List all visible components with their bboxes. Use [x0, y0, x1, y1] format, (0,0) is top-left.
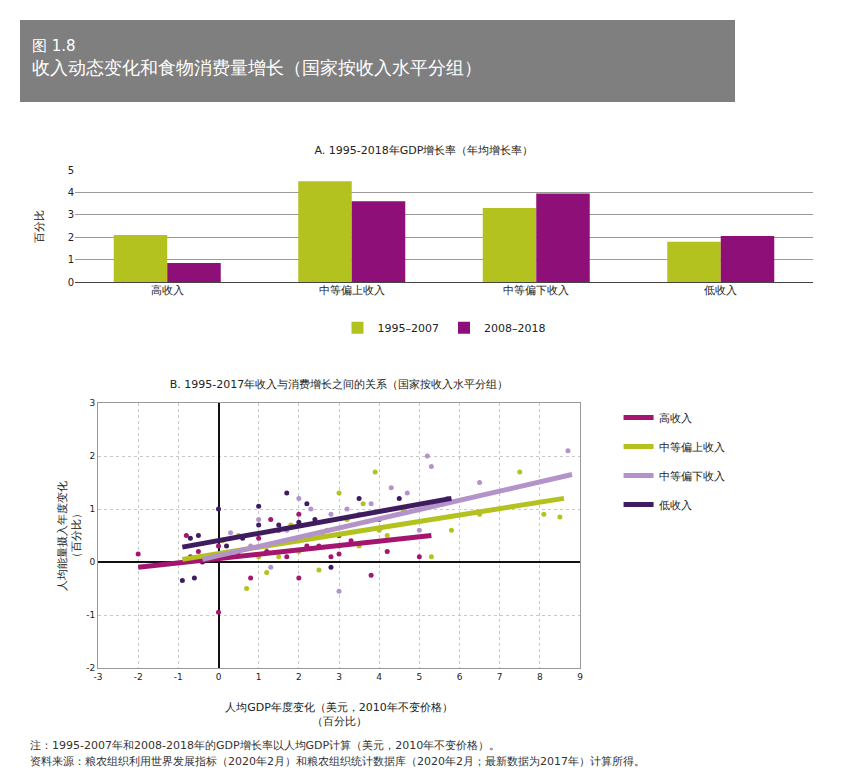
svg-text:2: 2: [68, 232, 74, 243]
svg-text:1: 1: [89, 504, 95, 514]
svg-text:-3: -3: [94, 672, 103, 682]
html-text:收入动态变化和食物消费量增长（国家按收入水平分组）: 收入动态变化和食物消费量增长（国家按收入水平分组）: [32, 57, 482, 78]
svg-text:人均能量摄入年度变化（百分比）: 人均能量摄入年度变化（百分比）: [56, 481, 83, 591]
svg-text:中等偏下收入: 中等偏下收入: [659, 470, 725, 483]
svg-text:低收入: 低收入: [704, 284, 737, 297]
svg-text:9: 9: [577, 672, 583, 682]
svg-text:2008–2018: 2008–2018: [484, 322, 546, 335]
svg-text:B. 1995-2017年收入与消费增长之间的关系（国家按收: B. 1995-2017年收入与消费增长之间的关系（国家按收入水平分组）: [170, 378, 509, 391]
svg-text:1: 1: [256, 672, 262, 682]
svg-text:3: 3: [68, 209, 74, 220]
svg-text:4: 4: [376, 672, 382, 682]
svg-text:2: 2: [89, 451, 95, 461]
svg-text:中等偏上收入: 中等偏上收入: [319, 284, 385, 297]
svg-text:百分比: 百分比: [33, 210, 46, 243]
svg-text:4: 4: [68, 187, 74, 198]
svg-text:2: 2: [296, 672, 302, 682]
svg-text:5: 5: [68, 165, 74, 176]
svg-text:高收入: 高收入: [151, 284, 184, 297]
svg-text:高收入: 高收入: [659, 412, 692, 425]
svg-text:7: 7: [497, 672, 503, 682]
svg-text:0: 0: [68, 277, 74, 288]
html-text:资料来源：粮农组织利用世界发展指标（2020年2月）和粮农组: 资料来源：粮农组织利用世界发展指标（2020年2月）和粮农组织统计数据库（202…: [30, 755, 645, 768]
svg-text:人均GDP年度变化（美元，2010年不变价格）（百分比）: 人均GDP年度变化（美元，2010年不变价格）（百分比）: [225, 701, 453, 728]
svg-text:低收入: 低收入: [659, 499, 692, 512]
svg-text:0: 0: [89, 557, 95, 567]
svg-text:-1: -1: [174, 672, 183, 682]
svg-text:-2: -2: [134, 672, 143, 682]
svg-text:中等偏下收入: 中等偏下收入: [503, 284, 569, 297]
svg-text:A. 1995-2018年GDP增长率（年均增长率）: A. 1995-2018年GDP增长率（年均增长率）: [315, 144, 534, 157]
svg-text:1: 1: [68, 254, 74, 265]
svg-text:0: 0: [216, 672, 222, 682]
svg-text:8: 8: [537, 672, 543, 682]
svg-text:中等偏上收入: 中等偏上收入: [659, 441, 725, 454]
svg-text:3: 3: [89, 398, 95, 408]
html-text:注：1995-2007年和2008-2018年的GDP增长率: 注：1995-2007年和2008-2018年的GDP增长率以人均GDP计算（美…: [30, 739, 501, 752]
svg-text:-1: -1: [86, 610, 95, 620]
svg-text:-2: -2: [86, 663, 95, 673]
svg-text:3: 3: [336, 672, 342, 682]
svg-text:6: 6: [457, 672, 463, 682]
svg-text:5: 5: [416, 672, 422, 682]
html-text:图 1.8: 图 1.8: [32, 37, 76, 55]
svg-text:1995–2007: 1995–2007: [378, 322, 440, 335]
